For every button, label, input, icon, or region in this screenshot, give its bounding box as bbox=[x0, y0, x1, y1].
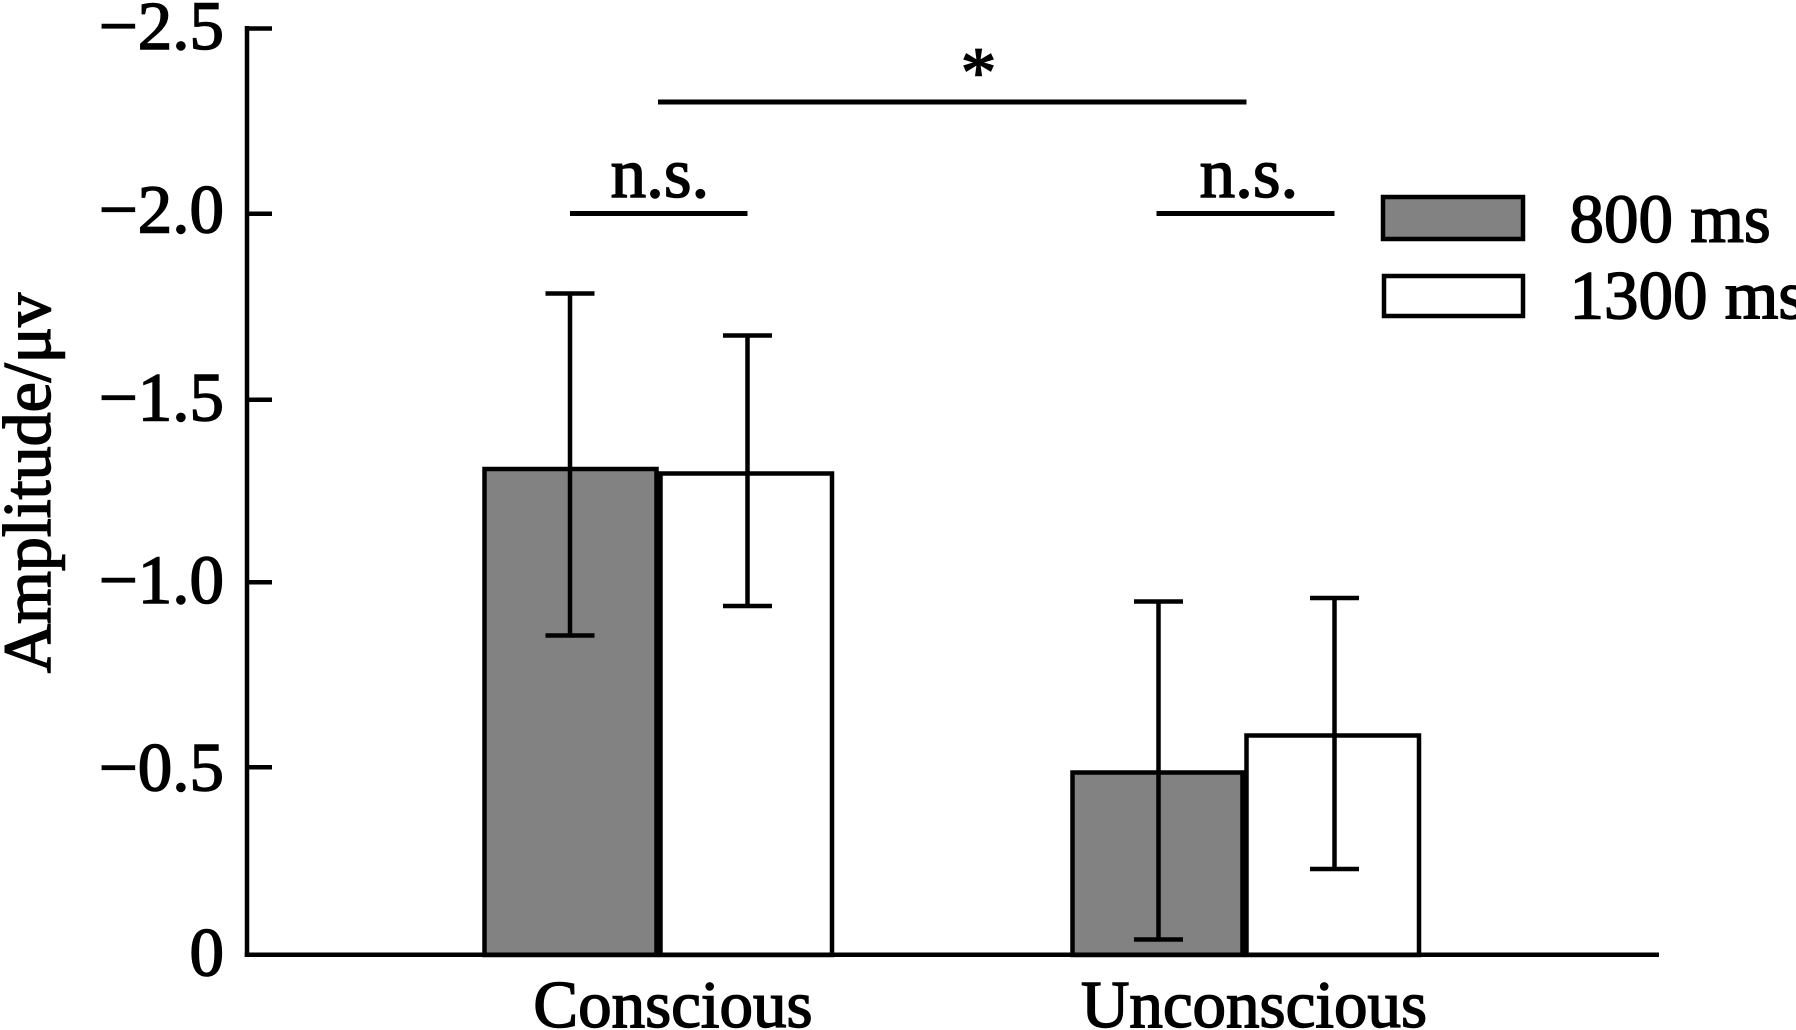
svg-text:1300 ms: 1300 ms bbox=[1570, 258, 1796, 334]
svg-text:n.s.: n.s. bbox=[1200, 135, 1299, 213]
svg-text:−2.5: −2.5 bbox=[99, 0, 224, 64]
svg-text:0: 0 bbox=[190, 915, 225, 991]
svg-text:n.s.: n.s. bbox=[611, 135, 710, 213]
svg-text:−1.0: −1.0 bbox=[99, 542, 224, 618]
svg-text:−0.5: −0.5 bbox=[99, 730, 224, 806]
svg-text:*: * bbox=[961, 34, 997, 112]
svg-text:Amplitude/μv: Amplitude/μv bbox=[0, 293, 65, 673]
svg-text:Unconscious: Unconscious bbox=[1081, 968, 1427, 1030]
svg-text:800 ms: 800 ms bbox=[1570, 181, 1771, 257]
svg-text:−2.0: −2.0 bbox=[99, 172, 224, 248]
svg-text:Conscious: Conscious bbox=[533, 968, 812, 1030]
svg-text:−1.5: −1.5 bbox=[99, 360, 224, 436]
